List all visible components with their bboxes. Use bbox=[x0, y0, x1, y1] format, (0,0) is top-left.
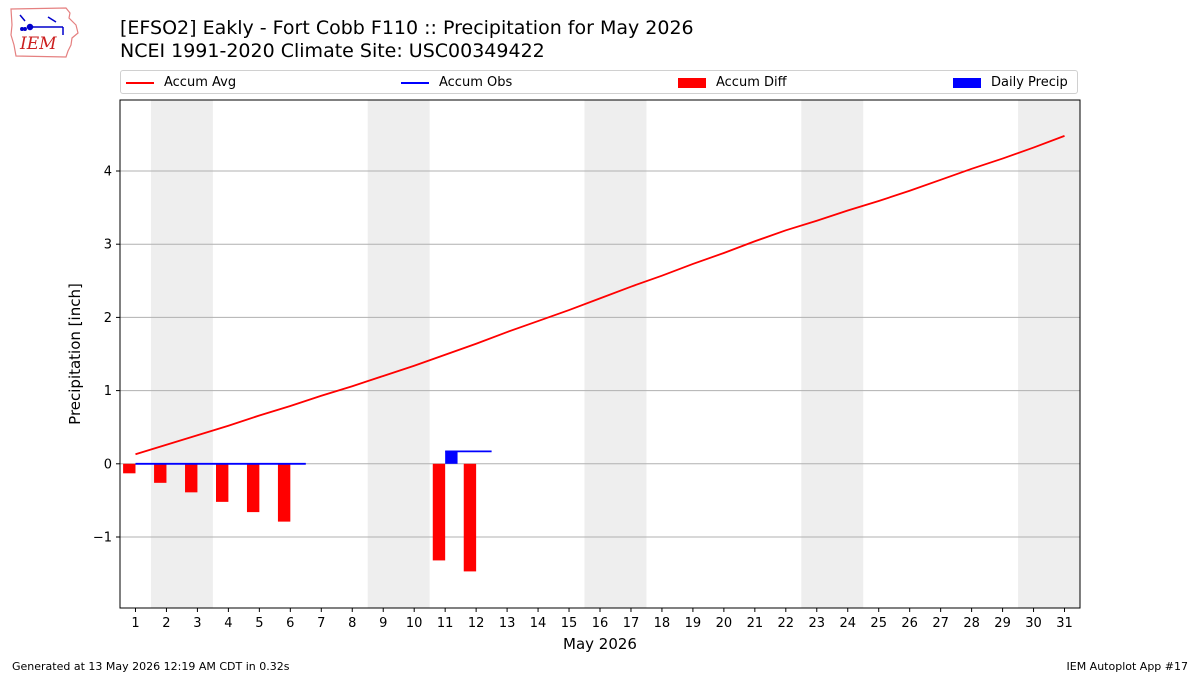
accum-diff-bar bbox=[463, 463, 477, 572]
grid-lines bbox=[120, 170, 1080, 538]
y-tick-label: 2 bbox=[104, 311, 112, 326]
x-tick-label: 12 bbox=[468, 616, 485, 631]
x-tick-label: 29 bbox=[994, 616, 1011, 631]
weekend-band-0 bbox=[150, 100, 213, 608]
accum-diff-bar bbox=[216, 463, 229, 502]
weekend-band-2 bbox=[584, 100, 647, 608]
accum-diff-bar bbox=[185, 463, 198, 493]
legend-label-daily-precip: Daily Precip bbox=[991, 75, 1068, 90]
x-tick-label: 30 bbox=[1025, 616, 1042, 631]
x-axis-ticks: 1 2 3 4 5 6 7 8 9 10 11 12 13 14 15 16 17 18 19 20 21 22 23 24 2… bbox=[131, 608, 1073, 631]
x-tick-label: 27 bbox=[932, 616, 949, 631]
x-tick-label: 22 bbox=[778, 616, 795, 631]
accum-diff-bar bbox=[277, 463, 291, 522]
y-tick-label: 4 bbox=[104, 165, 112, 180]
accum-avg-line bbox=[135, 135, 1065, 456]
accum-diff-bar bbox=[123, 463, 136, 474]
legend-swatch-accum-diff bbox=[678, 78, 706, 88]
x-tick-label: 10 bbox=[406, 616, 423, 631]
x-tick-label: 5 bbox=[255, 616, 263, 631]
y-axis-ticks: −1 0 1 2 3 4 bbox=[93, 165, 120, 545]
x-tick-label: 19 bbox=[685, 616, 702, 631]
legend: Accum Avg Accum Obs Accum Diff Daily Pre… bbox=[120, 70, 1078, 94]
daily-precip-bar bbox=[445, 451, 458, 464]
x-axis-label: May 2026 bbox=[563, 635, 637, 653]
accum-diff-bar bbox=[432, 463, 446, 561]
x-tick-label: 17 bbox=[623, 616, 640, 631]
x-tick-label: 31 bbox=[1056, 616, 1073, 631]
legend-swatch-accum-obs bbox=[401, 82, 429, 84]
legend-swatch-daily-precip bbox=[953, 78, 981, 88]
weekend-band-4 bbox=[1018, 100, 1080, 608]
y-tick-label: 1 bbox=[104, 384, 112, 399]
y-tick-label: 0 bbox=[104, 457, 112, 472]
x-tick-label: 23 bbox=[809, 616, 826, 631]
weekend-bands bbox=[150, 100, 1080, 608]
accum-diff-bar bbox=[154, 463, 167, 483]
footer-app: IEM Autoplot App #17 bbox=[1066, 660, 1189, 673]
chart-title-line1: [EFSO2] Eakly - Fort Cobb F110 :: Precip… bbox=[120, 17, 694, 39]
x-tick-label: 8 bbox=[348, 616, 356, 631]
x-tick-label: 24 bbox=[839, 616, 856, 631]
weather-station-icon bbox=[19, 14, 64, 35]
weekend-band-1 bbox=[367, 100, 430, 608]
lines bbox=[135, 135, 1065, 465]
legend-label-accum-diff: Accum Diff bbox=[716, 75, 787, 90]
x-tick-label: 11 bbox=[437, 616, 454, 631]
x-tick-label: 13 bbox=[499, 616, 516, 631]
logo-text: IEM bbox=[19, 34, 57, 54]
iem-logo: IEM bbox=[10, 7, 79, 58]
x-tick-label: 20 bbox=[716, 616, 733, 631]
y-tick-label: 3 bbox=[104, 238, 112, 253]
accum-obs-line bbox=[135, 450, 492, 465]
x-tick-label: 9 bbox=[379, 616, 387, 631]
x-tick-label: 18 bbox=[654, 616, 671, 631]
x-tick-label: 14 bbox=[530, 616, 547, 631]
x-tick-label: 16 bbox=[592, 616, 609, 631]
y-tick-label: −1 bbox=[93, 530, 112, 545]
legend-label-accum-obs: Accum Obs bbox=[439, 75, 513, 90]
x-tick-label: 26 bbox=[901, 616, 918, 631]
accum-diff-bar bbox=[246, 463, 260, 513]
weekend-band-3 bbox=[801, 100, 864, 608]
x-tick-label: 6 bbox=[286, 616, 294, 631]
x-tick-label: 25 bbox=[870, 616, 887, 631]
x-tick-label: 1 bbox=[131, 616, 139, 631]
chart-title-line2: NCEI 1991-2020 Climate Site: USC00349422 bbox=[120, 40, 545, 62]
legend-swatch-accum-avg bbox=[126, 82, 154, 84]
x-tick-label: 28 bbox=[963, 616, 980, 631]
x-tick-label: 4 bbox=[224, 616, 232, 631]
bars bbox=[123, 451, 477, 572]
x-tick-label: 15 bbox=[561, 616, 578, 631]
y-axis-label: Precipitation [inch] bbox=[66, 283, 84, 425]
x-tick-label: 2 bbox=[162, 616, 170, 631]
x-tick-label: 21 bbox=[747, 616, 764, 631]
iowa-outline-icon bbox=[10, 7, 79, 58]
x-tick-label: 3 bbox=[193, 616, 201, 631]
footer-generated: Generated at 13 May 2026 12:19 AM CDT in… bbox=[12, 660, 290, 673]
legend-label-accum-avg: Accum Avg bbox=[164, 75, 237, 90]
x-tick-label: 7 bbox=[317, 616, 325, 631]
